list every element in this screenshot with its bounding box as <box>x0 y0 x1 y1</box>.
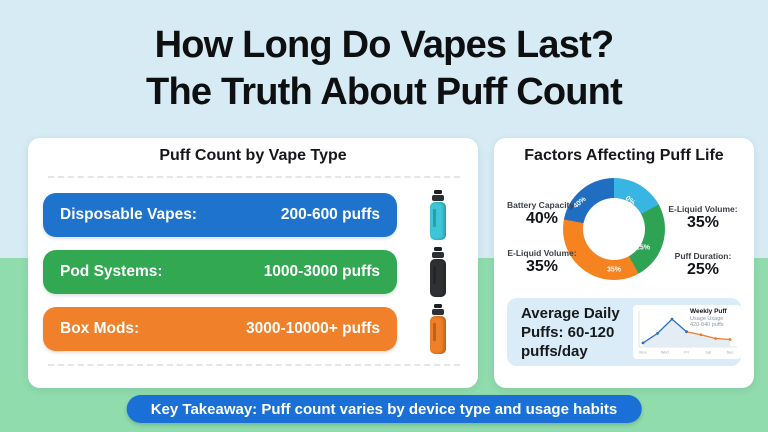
page-title: How Long Do Vapes Last? The Truth About … <box>0 22 768 116</box>
svg-text:Fri: Fri <box>684 351 689 355</box>
bar-label: Pod Systems: <box>60 263 163 280</box>
callout-value: 35% <box>525 258 559 275</box>
svg-text:Wed: Wed <box>661 351 669 355</box>
callout-battery-capacity: Battery Capacity: 40% <box>494 200 590 228</box>
bar-value: 3000-10000+ puffs <box>246 320 380 337</box>
callout-value: 40% <box>525 210 559 227</box>
bar-disposable-vapes: Disposable Vapes: 200-600 puffs <box>43 193 397 237</box>
bar-label: Box Mods: <box>60 320 140 337</box>
callout-eliquid-volume-right: E-Liquid Volume: 35% <box>652 204 754 232</box>
donut-slice-label: 35% <box>606 266 622 274</box>
factors-panel: Factors Affecting Puff Life 0% 25% 35% 4… <box>494 138 754 388</box>
bar-value: 1000-3000 puffs <box>263 263 380 280</box>
average-daily-text: Average Daily Puffs: 60-120 puffs/day <box>521 304 620 361</box>
factors-panel-title: Factors Affecting Puff Life <box>524 147 724 164</box>
donut-slice-label: 25% <box>635 244 651 252</box>
vape-cap <box>432 252 444 258</box>
vape-body <box>430 259 446 297</box>
average-daily-line-3: puffs/day <box>521 343 588 360</box>
box-mod-icon <box>428 304 448 354</box>
weekly-chart-range: 420-840 puffs <box>690 322 724 328</box>
key-takeaway-pill: Key Takeaway: Puff count varies by devic… <box>126 395 642 423</box>
title-line-2: The Truth About Puff Count <box>146 71 623 113</box>
vape-mouthpiece <box>434 247 442 251</box>
weekly-chart-legend: Weekly Puff Usage Usage 420-840 puffs <box>690 308 738 329</box>
callout-value: 35% <box>686 214 720 231</box>
average-daily-line-2: Puffs: 60-120 <box>521 324 615 341</box>
callout-eliquid-volume-left: E-Liquid Volume: 35% <box>494 248 590 276</box>
callout-label: E-Liquid Volume: <box>668 204 738 214</box>
callout-label: Battery Capacity: <box>507 200 577 210</box>
puff-count-panel: Puff Count by Vape Type Disposable Vapes… <box>28 138 478 388</box>
bar-box-mods: Box Mods: 3000-10000+ puffs <box>43 307 397 351</box>
puff-count-panel-title: Puff Count by Vape Type <box>159 147 347 164</box>
weekly-usage-svg: Mon Wed Fri Sat Sun <box>638 311 737 355</box>
weekly-chart-subtitle: Usage Usage <box>690 315 724 322</box>
donut-chart: 0% 25% 35% 40% <box>563 178 665 280</box>
divider <box>48 176 460 178</box>
title-line-1: How Long Do Vapes Last? <box>154 24 615 66</box>
vape-body <box>430 316 446 354</box>
callout-value: 25% <box>686 261 720 278</box>
svg-text:Sun: Sun <box>727 351 734 355</box>
callout-label: E-Liquid Volume: <box>507 248 577 258</box>
average-daily-box: Average Daily Puffs: 60-120 puffs/day Mo… <box>507 298 741 366</box>
donut-hole <box>583 198 645 260</box>
bar-label: Disposable Vapes: <box>60 206 197 223</box>
vape-mouthpiece <box>434 304 442 308</box>
vape-cap <box>432 195 444 201</box>
svg-text:Mon: Mon <box>639 351 646 355</box>
vape-body <box>430 202 446 240</box>
callout-label: Puff Duration: <box>674 251 732 261</box>
disposable-vape-icon <box>428 190 448 240</box>
bar-pod-systems: Pod Systems: 1000-3000 puffs <box>43 250 397 294</box>
vape-mouthpiece <box>434 190 442 194</box>
svg-text:Sat: Sat <box>705 351 712 355</box>
bar-value: 200-600 puffs <box>280 206 380 223</box>
average-daily-line-1: Average Daily <box>521 305 620 322</box>
vape-cap <box>432 309 444 315</box>
weekly-chart-title: Weekly Puff <box>690 308 727 315</box>
weekly-usage-chart: Mon Wed Fri Sat Sun Weekly Puff Usage Usage … <box>633 305 741 359</box>
pod-system-icon <box>428 247 448 297</box>
divider <box>48 364 460 366</box>
callout-puff-duration: Puff Duration: 25% <box>652 251 754 279</box>
